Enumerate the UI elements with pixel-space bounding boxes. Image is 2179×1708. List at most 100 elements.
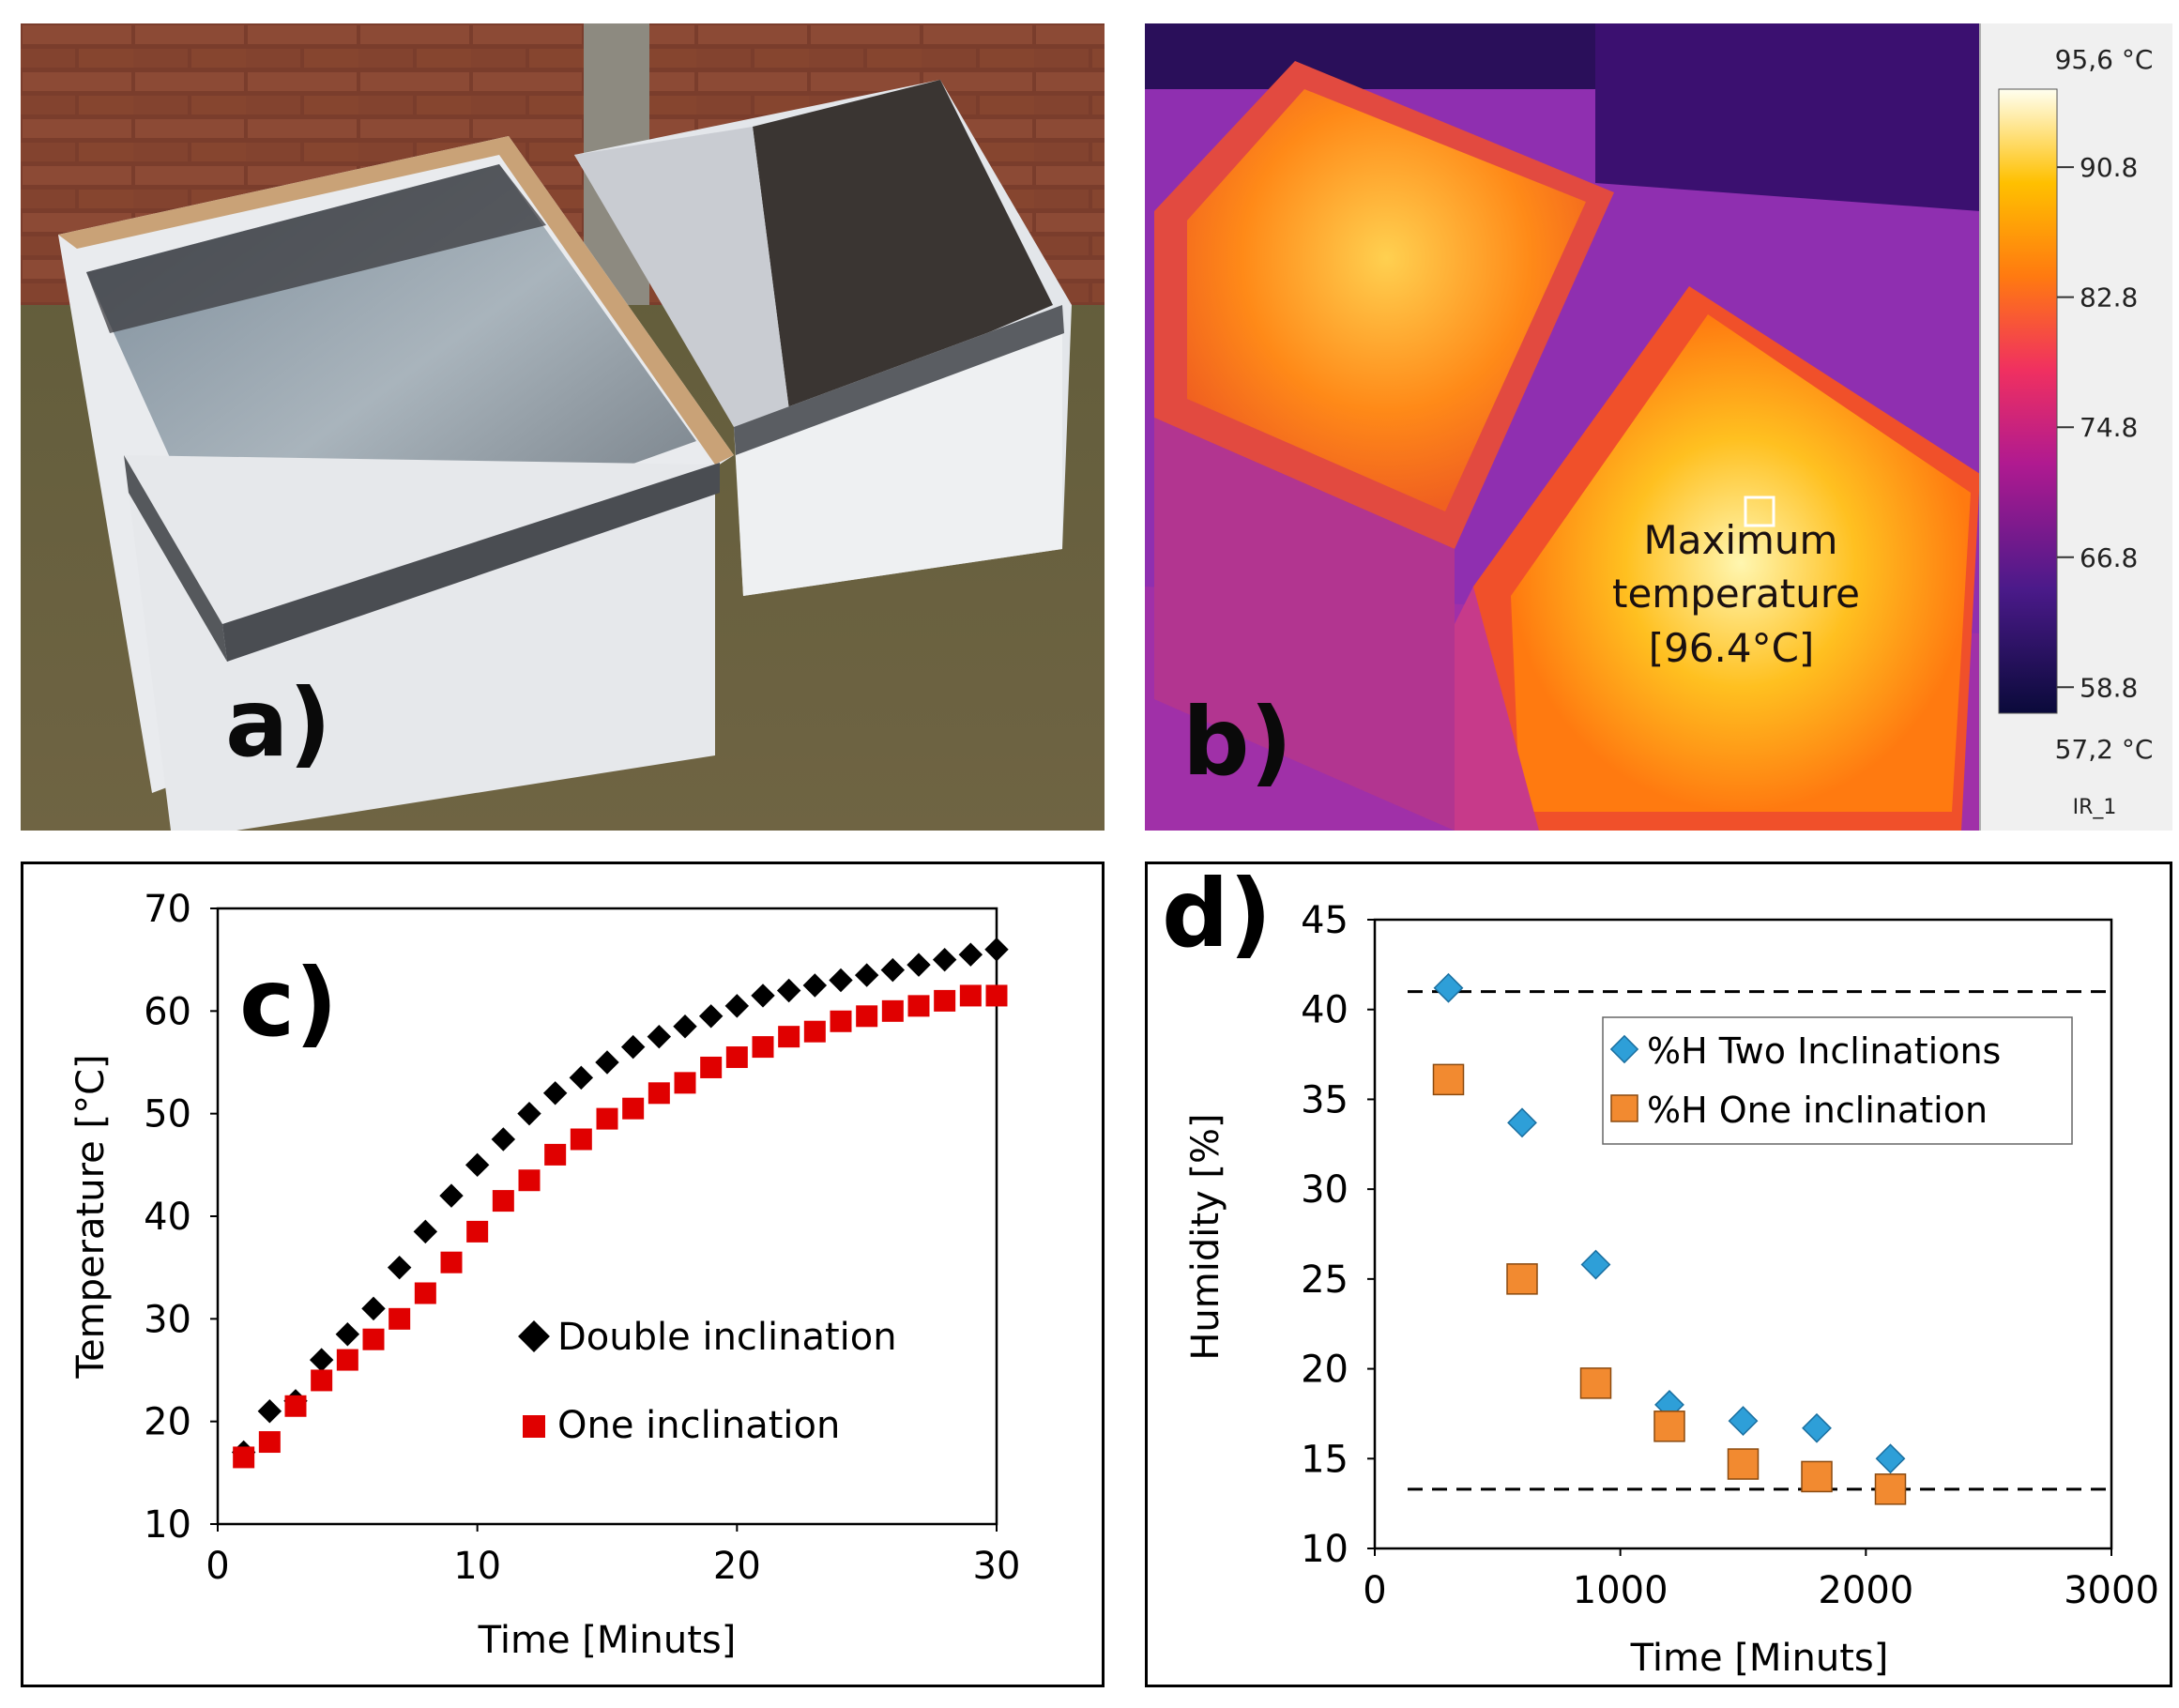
data-point-double-inclination: [751, 984, 775, 1008]
data-point-double-inclination: [413, 1219, 438, 1244]
x-axis-label: Time [Minuts]: [1630, 1637, 1889, 1680]
data-point-double-inclination: [335, 1322, 360, 1347]
data-point-one-inclination: [1801, 1460, 1833, 1493]
data-point-one-inclination: [1579, 1367, 1612, 1399]
y-tick-label: 40: [1301, 989, 1349, 1032]
panel-d-label: d): [1162, 862, 1272, 968]
y-axis-label: Humidity [%]: [1184, 1113, 1227, 1360]
y-tick-label: 40: [144, 1196, 191, 1239]
thermal-panel-b: Maximum temperature [96.4°C] b) 95,6 °C …: [1145, 23, 2172, 831]
data-point-one-inclination: [258, 1431, 281, 1454]
y-tick-label: 50: [144, 1093, 191, 1136]
data-point-one-inclination: [1506, 1263, 1538, 1295]
temperature-chart: 0 10 20 30 10 20 30 40 50 60 70 c) Time [Minuts] T…: [21, 862, 1105, 1687]
data-point-one-inclination: [544, 1143, 567, 1166]
data-point-two-inclinations: [1433, 972, 1464, 1003]
x-tick-label: 30: [973, 1545, 1021, 1588]
y-tick-label: 10: [1301, 1528, 1349, 1571]
annotation-line-2: temperature: [1612, 571, 1860, 617]
x-tick-label: 1000: [1573, 1569, 1669, 1612]
data-point-one-inclination: [752, 1036, 774, 1059]
data-point-double-inclination: [958, 942, 983, 967]
data-point-one-inclination: [934, 989, 956, 1012]
data-point-two-inclinations: [1728, 1406, 1759, 1436]
panel-c-label: c): [239, 948, 338, 1058]
temperature-chart-panel: 0 10 20 30 10 20 30 40 50 60 70 c) Time [Minuts] T…: [21, 862, 1105, 1687]
data-point-double-inclination: [620, 1034, 646, 1060]
data-point-double-inclination: [465, 1152, 490, 1178]
data-point-one-inclination: [725, 1046, 748, 1069]
legend-marker-double: [518, 1320, 550, 1352]
x-tick-label: 2000: [1818, 1569, 1913, 1612]
y-tick-label: 15: [1301, 1438, 1349, 1481]
data-point-one-inclination: [336, 1349, 358, 1371]
scale-top-value: 95,6 °C: [2055, 44, 2154, 75]
data-point-one-inclination: [856, 1005, 878, 1028]
annotation-line-3: [96.4°C]: [1649, 625, 1815, 671]
scale-tick-label: 66.8: [2080, 542, 2138, 573]
y-tick-label: 20: [1301, 1349, 1349, 1392]
panel-b-label: b): [1182, 687, 1292, 797]
x-tick-label: 0: [1363, 1569, 1386, 1612]
plot-area: [1373, 918, 2113, 1550]
data-point-double-inclination: [880, 957, 906, 983]
data-point-one-inclination: [233, 1446, 255, 1469]
data-point-one-inclination: [311, 1369, 333, 1392]
data-point-double-inclination: [724, 994, 750, 1018]
x-tick-label: 3000: [2064, 1569, 2159, 1612]
data-point-double-inclination: [517, 1101, 541, 1126]
legend-label-one: One inclination: [557, 1404, 840, 1447]
data-point-two-inclinations: [1802, 1412, 1832, 1443]
data-point-one-inclination: [1874, 1473, 1907, 1505]
panel-a-label: a): [225, 668, 331, 778]
data-point-double-inclination: [829, 968, 853, 993]
y-tick-label: 20: [144, 1401, 191, 1444]
thermal-image: Maximum temperature [96.4°C] b) 95,6 °C …: [1145, 23, 2172, 831]
data-point-one-inclination: [674, 1072, 696, 1094]
data-point-one-inclination: [700, 1056, 723, 1078]
scale-tick-label: 58.8: [2080, 672, 2138, 703]
data-point-one-inclination: [803, 1020, 826, 1043]
annotation-line-1: Maximum: [1644, 517, 1838, 563]
scale-tick-label: 74.8: [2080, 412, 2138, 443]
x-tick-label: 10: [453, 1545, 501, 1588]
legend-label-two: %H Two Inclinations: [1647, 1030, 2001, 1072]
data-point-double-inclination: [595, 1050, 619, 1075]
scale-tick-label: 82.8: [2080, 282, 2138, 313]
data-point-one-inclination: [389, 1307, 411, 1330]
scale-bottom-value: 57,2 °C: [2055, 734, 2154, 765]
scale-tick-label: 90.8: [2080, 152, 2138, 183]
data-point-one-inclination: [570, 1128, 592, 1151]
y-tick-label: 35: [1301, 1078, 1349, 1121]
y-tick-label: 60: [144, 990, 191, 1033]
data-point-double-inclination: [257, 1399, 282, 1424]
data-point-one-inclination: [1653, 1411, 1685, 1442]
legend-label-one: %H One inclination: [1647, 1090, 1988, 1131]
data-point-one-inclination: [1727, 1448, 1760, 1480]
x-tick-label: 20: [713, 1545, 761, 1588]
legend-label-double: Double inclination: [557, 1316, 897, 1359]
photo-panel-a: a): [21, 23, 1105, 831]
data-point-one-inclination: [518, 1169, 541, 1192]
data-point-double-inclination: [932, 947, 957, 972]
data-point-one-inclination: [1432, 1063, 1465, 1096]
legend: Double inclination One inclination: [518, 1316, 897, 1447]
y-tick-label: 30: [1301, 1168, 1349, 1212]
data-point-one-inclination: [440, 1251, 463, 1273]
data-point-one-inclination: [622, 1097, 645, 1120]
dryer-photo: a): [21, 23, 1105, 831]
y-axis-label: Temperature [°C]: [69, 1054, 113, 1379]
humidity-chart-panel: 0 1000 2000 3000 10 15 20 25 30 35 40 45 d) Time [M…: [1145, 862, 2172, 1687]
data-point-two-inclinations: [1580, 1249, 1611, 1280]
data-point-double-inclination: [854, 963, 879, 987]
legend-marker-two: [1609, 1034, 1639, 1064]
data-point-one-inclination: [648, 1082, 670, 1105]
data-point-one-inclination: [362, 1328, 385, 1350]
data-point-two-inclinations: [1507, 1107, 1537, 1138]
y-tick-label: 45: [1301, 899, 1349, 942]
legend: %H Two Inclinations %H One inclination: [1602, 1016, 2073, 1145]
data-point-double-inclination: [361, 1296, 386, 1321]
data-point-one-inclination: [284, 1395, 307, 1417]
y-tick-label: 10: [144, 1503, 191, 1547]
x-tick-label: 0: [206, 1545, 229, 1588]
